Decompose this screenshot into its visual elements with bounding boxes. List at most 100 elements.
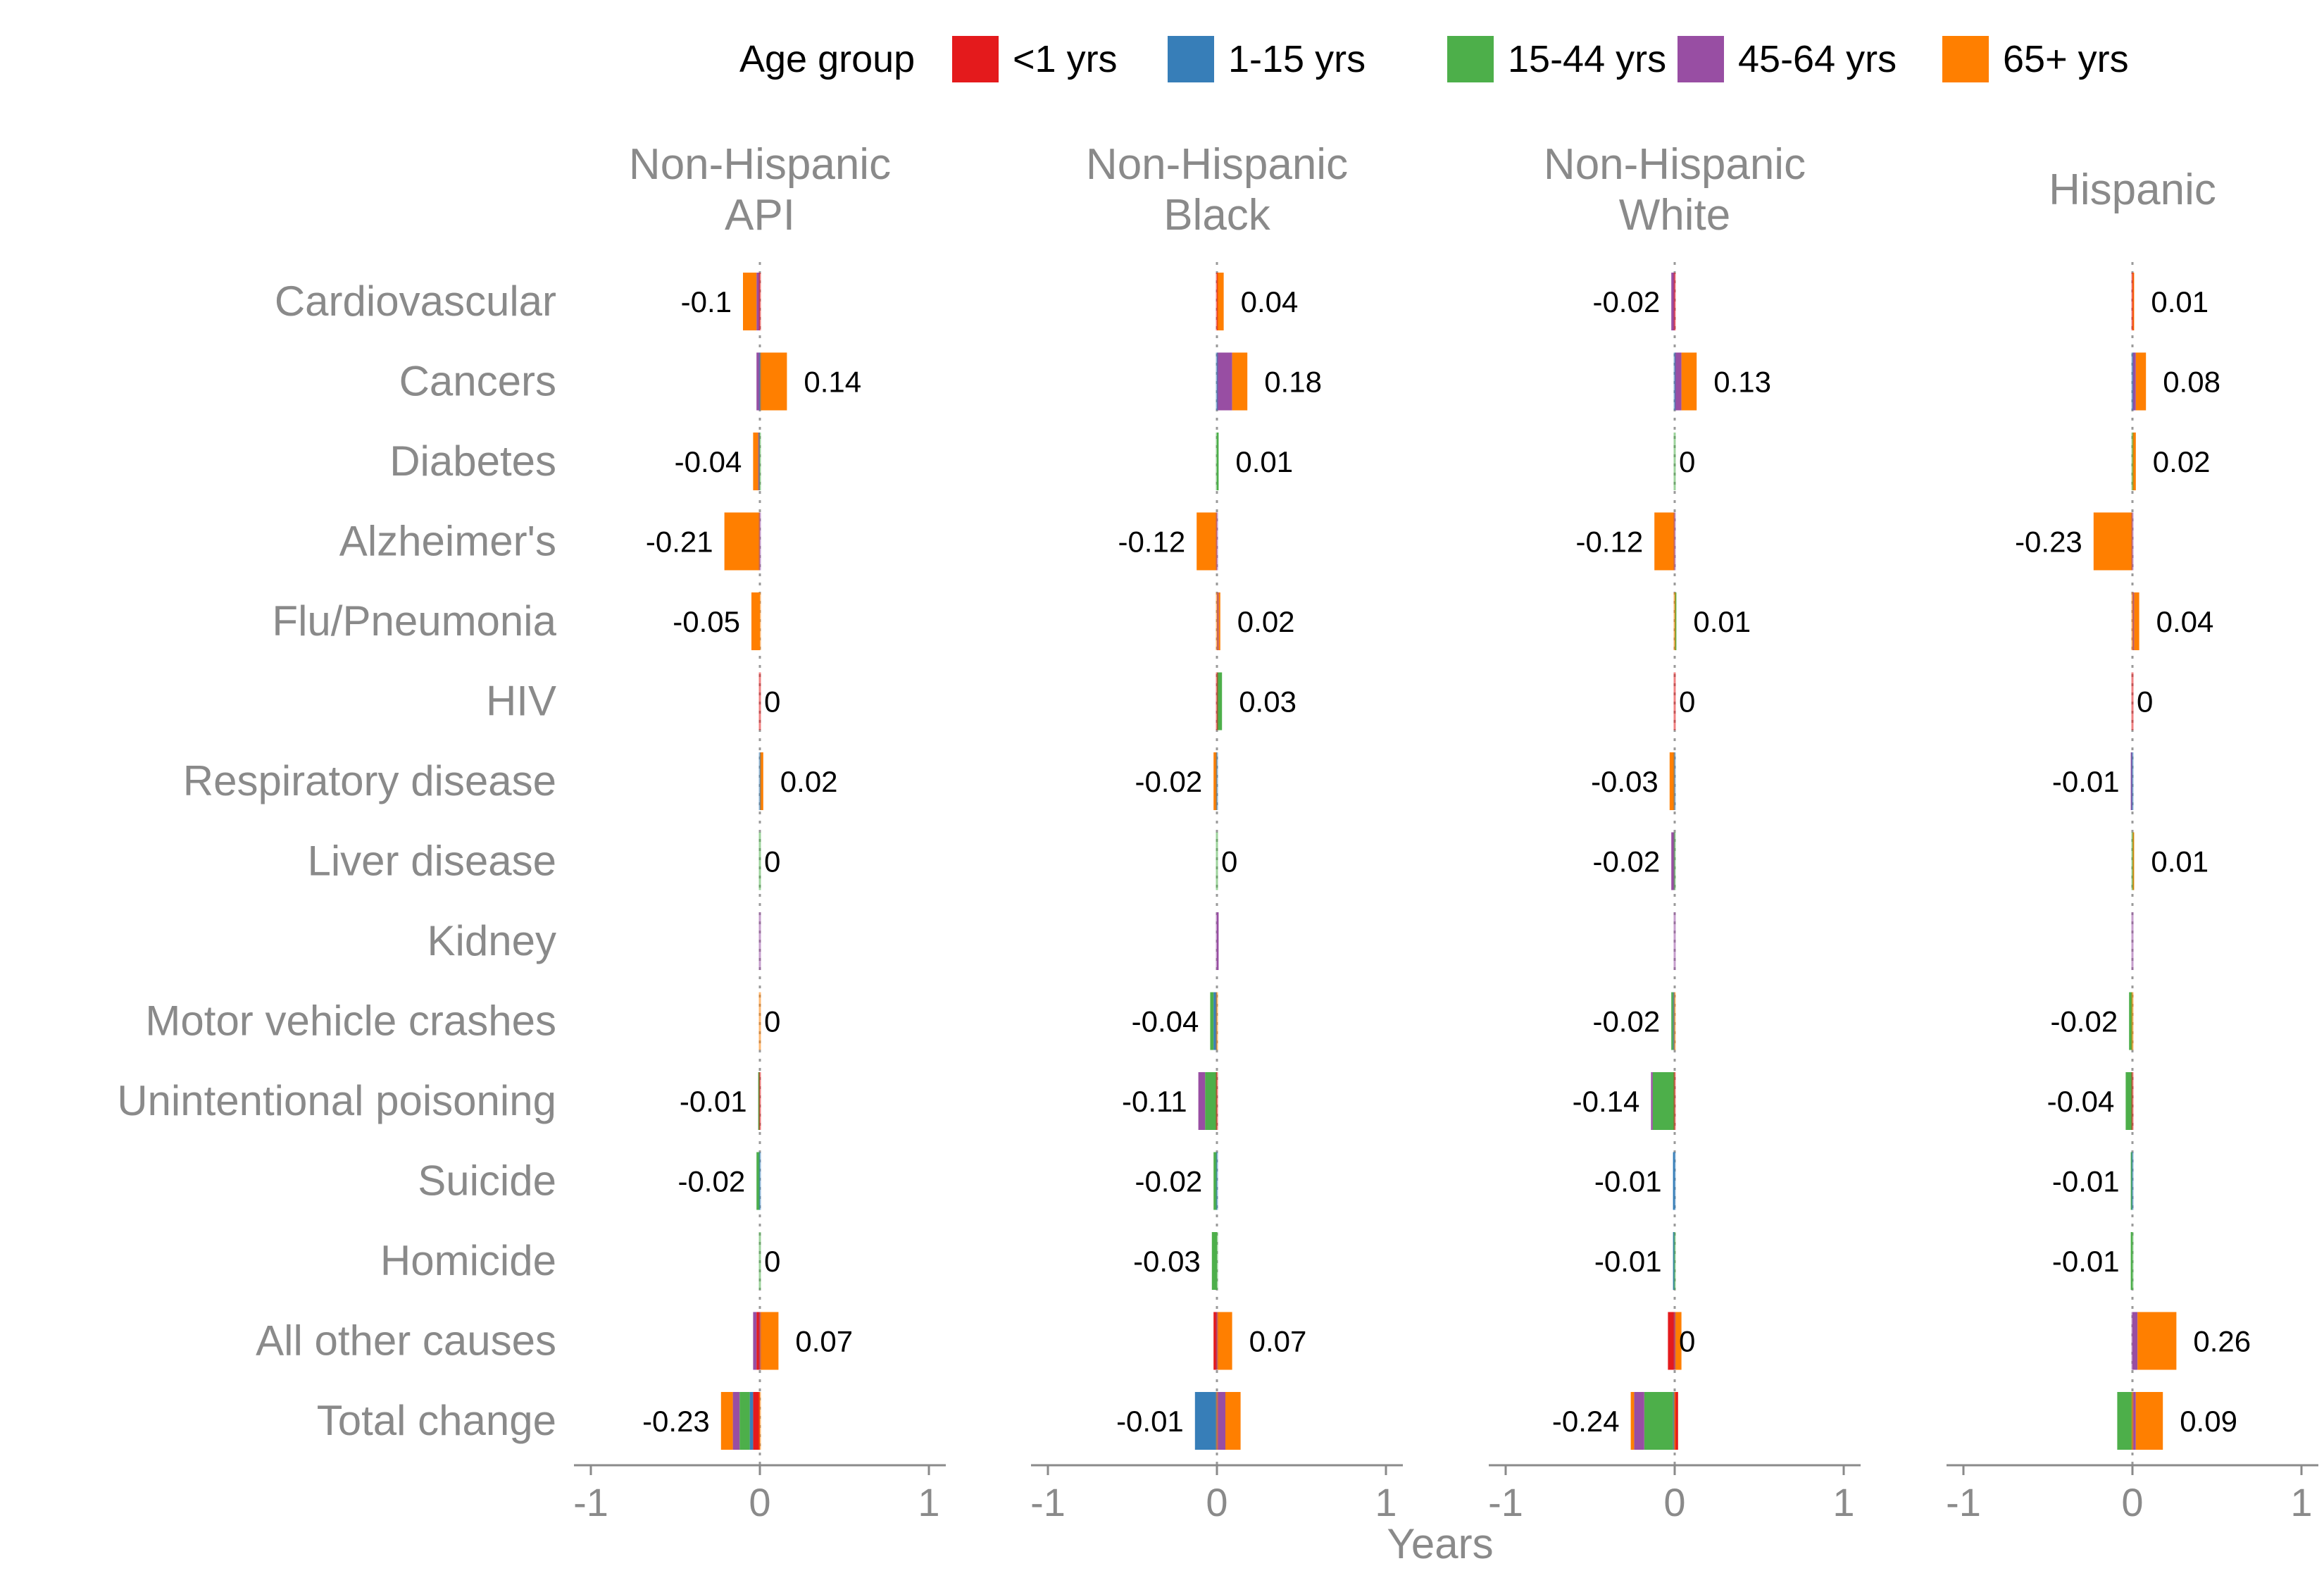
data-label: 0 [764,685,780,719]
data-label: -0.03 [1133,1245,1201,1278]
legend-swatch [1942,36,1989,82]
bar-baseline-mark [1673,592,1676,650]
bar-segment [1213,752,1217,810]
data-label: -0.1 [681,285,732,318]
data-label: -0.04 [2047,1085,2115,1118]
y-tick-label: Liver disease [307,838,556,885]
bar-baseline-mark [758,912,761,970]
x-tick-label: 0 [1206,1480,1227,1524]
bar-segment [1205,1072,1217,1130]
data-label: 0 [1679,1325,1695,1358]
x-tick-label: 0 [2121,1480,2143,1524]
data-label: 0 [2137,685,2153,719]
bar-segment [753,1312,757,1370]
bar-baseline-mark [758,1232,761,1290]
y-tick-label: Diabetes [389,437,556,485]
bar-segment [756,352,760,411]
bar-segment [753,433,758,490]
bar-baseline-mark [758,1072,761,1130]
data-label: 0 [764,845,780,878]
x-tick-label: 1 [1832,1480,1854,1524]
bar-segment [1211,1232,1217,1290]
bar-segment [1217,1392,1225,1450]
bar-segment [2132,433,2136,490]
data-label: -0.23 [2015,526,2082,559]
bar-baseline-mark [1216,1072,1218,1130]
bar-baseline-mark [1216,832,1218,890]
y-tick-label: Cancers [399,358,556,405]
bar-segment [1197,512,1217,571]
data-label: -0.02 [1592,285,1660,318]
data-label: 0.01 [1235,445,1293,478]
bar-baseline-mark [1216,1312,1218,1370]
bar-segment [732,1392,740,1450]
bar-segment [1675,1392,1678,1450]
data-label: -0.14 [1573,1085,1640,1118]
bar-segment [1217,352,1232,411]
y-tick-label: All other causes [256,1317,556,1365]
data-label: -0.02 [1592,845,1660,878]
y-tick-label: Flu/Pneumonia [272,597,556,645]
x-tick-label: 1 [1375,1480,1397,1524]
legend-item: 1-15 yrs [1168,36,1366,82]
bar-baseline-mark [1673,672,1676,731]
panel: Hispanic 0.01 0.08 0.02 -0.23 0.04 0 -0.01 0.01 -… [1946,166,2318,1524]
data-label: -0.01 [2052,1245,2120,1278]
bar-segment [1225,1392,1241,1450]
bar-baseline-mark [758,1392,761,1450]
bar-baseline-mark [758,512,761,571]
panel-title: Non-Hispanic [629,140,891,189]
bar-segment [2132,1392,2136,1450]
bar-baseline-mark [758,1152,761,1210]
data-label: 0.04 [1241,285,1299,318]
data-label: -0.01 [1116,1405,1184,1438]
y-tick-label: Suicide [418,1157,556,1205]
bar-baseline-mark [2131,433,2134,490]
data-label: -0.02 [1592,1005,1660,1038]
data-label: -0.02 [1135,765,1202,798]
bar-baseline-mark [1673,752,1676,810]
legend-label: <1 yrs [1013,38,1118,80]
bar-baseline-mark [758,352,761,411]
y-tick-label: Homicide [380,1237,556,1284]
data-label: 0.07 [795,1325,853,1358]
bar-segment [1218,592,1220,650]
bar-segment [1671,273,1675,330]
bar-baseline-mark [2131,1072,2134,1130]
bar-baseline-mark [1673,1152,1676,1210]
bar-segment [1210,992,1214,1050]
bar-segment [1644,1392,1673,1450]
data-label: 0 [1679,685,1695,719]
data-label: -0.12 [1575,526,1643,559]
bar-baseline-mark [1216,752,1218,810]
bar-segment [1217,273,1224,330]
legend-label: 65+ yrs [2003,38,2129,80]
bar-baseline-mark [1216,912,1218,970]
legend-label: 1-15 yrs [1228,38,1366,80]
data-label: 0.01 [1693,605,1751,638]
bar-segment [724,512,760,571]
bar-segment [1213,992,1217,1050]
bar-segment [1675,352,1682,411]
bar-segment [2129,992,2132,1050]
bar-baseline-mark [2131,352,2134,411]
data-label: -0.21 [646,526,713,559]
y-tick-label: Respiratory disease [183,757,556,804]
panel-title: White [1619,191,1730,240]
legend-swatch [1168,36,1214,82]
bar-baseline-mark [1216,433,1218,490]
bar-segment [1198,1072,1206,1130]
bar-baseline-mark [2131,1152,2134,1210]
data-label: -0.03 [1591,765,1658,798]
cause-labels: Cardiovascular Cancers Diabetes Alzheimer's… [117,278,556,1444]
data-label: 0.02 [780,765,838,798]
bar-baseline-mark [1216,672,1218,731]
bar-baseline-mark [2131,672,2134,731]
bar-segment [720,1392,733,1450]
bar-segment [1217,1312,1232,1370]
data-label: 0.09 [2180,1405,2237,1438]
bar-baseline-mark [1673,512,1676,571]
bar-segment [760,352,787,411]
bar-baseline-mark [1216,992,1218,1050]
